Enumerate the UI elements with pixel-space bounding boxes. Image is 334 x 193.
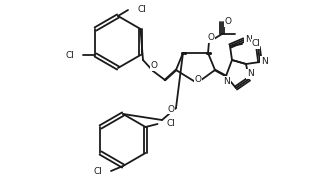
Text: O: O [151, 62, 158, 70]
Text: O: O [224, 18, 231, 26]
Text: Cl: Cl [251, 40, 260, 48]
Text: N: N [246, 69, 254, 79]
Text: O: O [207, 34, 214, 42]
Text: Cl: Cl [65, 51, 74, 59]
Text: N: N [224, 76, 230, 85]
Text: O: O [194, 74, 201, 84]
Text: Cl: Cl [137, 5, 146, 14]
Text: Cl: Cl [93, 167, 102, 175]
Text: O: O [167, 104, 174, 113]
Text: N: N [261, 57, 268, 65]
Text: N: N [244, 36, 252, 45]
Text: Cl: Cl [167, 119, 175, 129]
